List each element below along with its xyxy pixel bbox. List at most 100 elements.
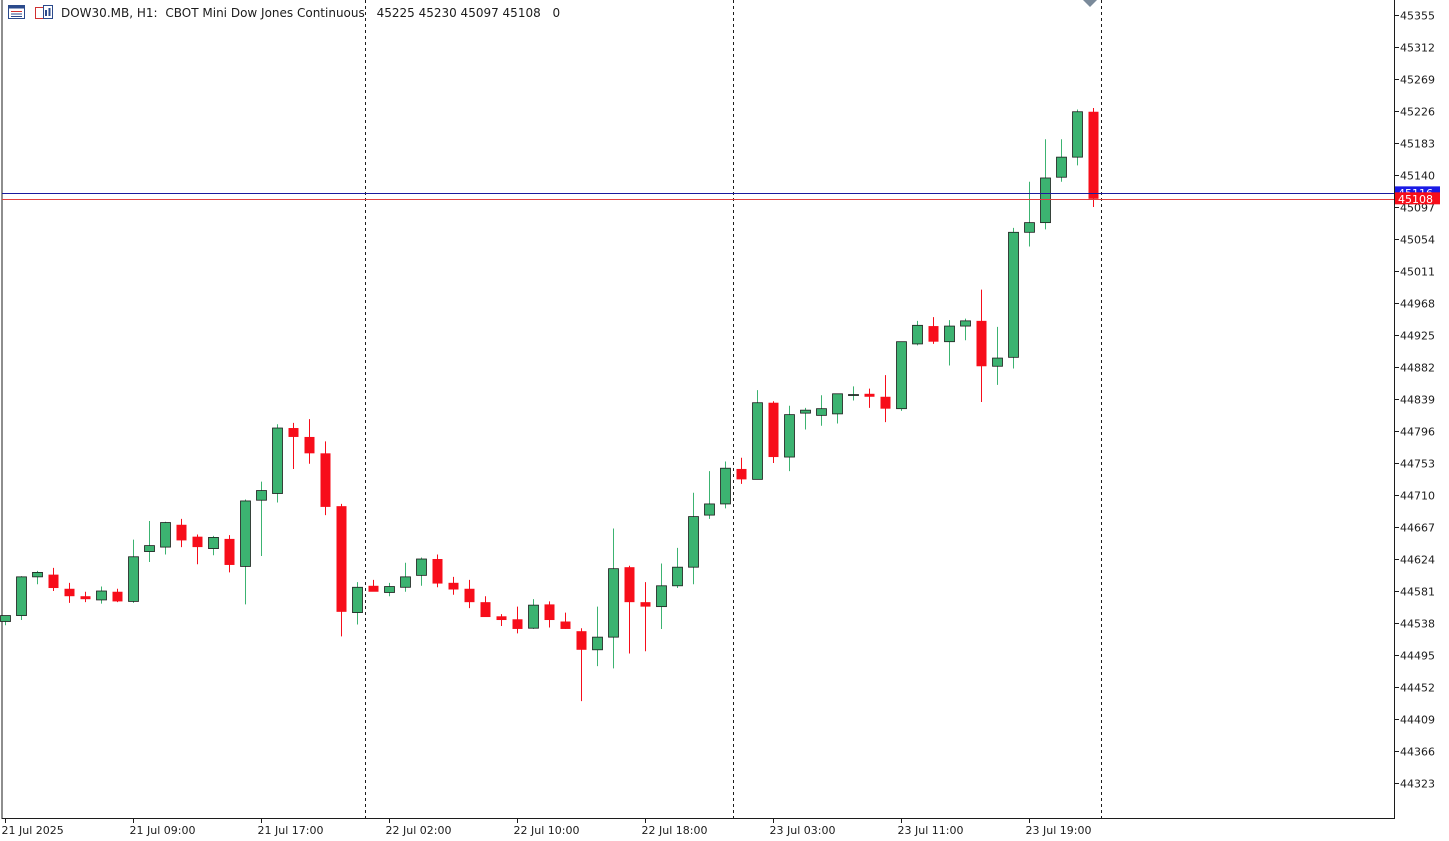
candle-body bbox=[656, 585, 667, 608]
candle-body bbox=[416, 558, 427, 576]
bear-candle bbox=[560, 612, 571, 629]
bear-candle bbox=[192, 534, 203, 565]
candle-body bbox=[544, 604, 555, 621]
candle-body bbox=[32, 571, 43, 578]
bull-candle bbox=[16, 576, 27, 621]
bull-candle bbox=[656, 563, 667, 629]
ohlc-values: 45225 45230 45097 45108 bbox=[377, 6, 541, 20]
price-tick-label: 45312 bbox=[1400, 42, 1435, 55]
bull-candle bbox=[1056, 139, 1067, 182]
bull-candle bbox=[400, 562, 411, 592]
candle-body bbox=[208, 537, 219, 549]
candle-body bbox=[384, 586, 395, 593]
candle-body bbox=[512, 619, 523, 629]
price-tick-label: 44667 bbox=[1400, 522, 1435, 535]
candle-body bbox=[320, 453, 331, 507]
candle-body bbox=[480, 602, 491, 618]
bull-candle bbox=[1040, 139, 1051, 230]
bull-candle bbox=[672, 547, 683, 589]
time-tick-label: 21 Jul 17:00 bbox=[258, 824, 324, 837]
bull-candle bbox=[1008, 227, 1019, 369]
candle-body bbox=[192, 536, 203, 548]
candle-body bbox=[1024, 222, 1035, 233]
bull-candle bbox=[608, 528, 619, 669]
bull-candle bbox=[784, 405, 795, 472]
candle-body bbox=[720, 467, 731, 505]
candle-body bbox=[752, 402, 763, 480]
price-tick-label: 45183 bbox=[1400, 138, 1435, 151]
candle-body bbox=[176, 524, 187, 541]
bear-candle bbox=[768, 401, 779, 463]
scroll-marker-icon[interactable] bbox=[1083, 0, 1097, 7]
price-tick-label: 44753 bbox=[1400, 458, 1435, 471]
bull-candle bbox=[912, 320, 923, 346]
bear-candle bbox=[304, 419, 315, 464]
bear-candle bbox=[224, 535, 235, 573]
candlestick-series bbox=[0, 108, 1099, 702]
plot-frame bbox=[1, 0, 1395, 819]
bear-candle bbox=[432, 554, 443, 588]
price-tick-label: 44925 bbox=[1400, 330, 1435, 343]
symbol-label: DOW30.MB, H1: bbox=[61, 6, 158, 20]
bull-candle bbox=[848, 386, 859, 401]
candle-body bbox=[880, 396, 891, 409]
bear-candle bbox=[640, 582, 651, 652]
bear-candle bbox=[624, 565, 635, 654]
candle-body bbox=[16, 576, 27, 616]
bear-candle bbox=[176, 518, 187, 548]
candle-body bbox=[496, 616, 507, 621]
bull-candle bbox=[528, 599, 539, 629]
candle-body bbox=[224, 538, 235, 565]
bull-candle bbox=[0, 615, 11, 626]
price-tick-label: 44624 bbox=[1400, 554, 1435, 567]
candle-body bbox=[864, 393, 875, 397]
candle-body bbox=[576, 631, 587, 650]
price-tick-label: 45355 bbox=[1400, 10, 1435, 23]
price-tick-label: 44452 bbox=[1400, 682, 1435, 695]
price-axis[interactable]: 45355 45312 45269 45226 45183 45140 45097 45054… bbox=[1394, 10, 1440, 791]
svg-text:DOW30.MB, H1: CBOT Mini: DOW30.MB, H1: CBOT Mini Dow Jones Contin… bbox=[61, 6, 560, 20]
candle-body bbox=[288, 428, 299, 437]
candle-body bbox=[848, 394, 859, 396]
candle-body bbox=[992, 357, 1003, 367]
symbol-description: CBOT Mini Dow Jones Continuous bbox=[165, 6, 364, 20]
price-tick-label: 45054 bbox=[1400, 234, 1435, 247]
price-tick-label: 44538 bbox=[1400, 618, 1435, 631]
candle-body bbox=[560, 621, 571, 629]
price-tick-label: 44366 bbox=[1400, 746, 1435, 759]
candle-body bbox=[832, 393, 843, 415]
candle-body bbox=[736, 468, 747, 480]
price-tick-label: 44710 bbox=[1400, 490, 1435, 503]
time-tick-label: 23 Jul 11:00 bbox=[898, 824, 964, 837]
candle-body bbox=[48, 574, 59, 589]
candle-body bbox=[304, 436, 315, 454]
price-tick-label: 45011 bbox=[1400, 266, 1435, 279]
candle-body bbox=[672, 566, 683, 587]
bear-candle bbox=[80, 591, 91, 603]
bear-candle bbox=[976, 289, 987, 402]
chart-list-icon[interactable] bbox=[8, 5, 25, 19]
time-tick-label: 23 Jul 19:00 bbox=[1026, 824, 1092, 837]
price-tick-label: 44323 bbox=[1400, 778, 1435, 791]
price-tick-label: 44796 bbox=[1400, 426, 1435, 439]
candle-body bbox=[608, 568, 619, 638]
candle-body bbox=[688, 516, 699, 568]
window-icon[interactable] bbox=[35, 5, 53, 19]
candle-body bbox=[448, 582, 459, 590]
candle-body bbox=[1008, 231, 1019, 358]
candle-body bbox=[112, 591, 123, 602]
bear-candle bbox=[880, 375, 891, 423]
candle-body bbox=[0, 615, 11, 622]
candle-body bbox=[256, 490, 267, 501]
price-lines bbox=[2, 193, 1394, 200]
candle-body bbox=[80, 596, 91, 600]
candle-body bbox=[432, 559, 443, 584]
candle-body bbox=[160, 522, 171, 548]
bull-candle bbox=[256, 481, 267, 557]
header-extra-value: 0 bbox=[553, 6, 561, 20]
time-axis[interactable]: 21 Jul 2025 21 Jul 09:00 21 Jul 17:00 22 Ju… bbox=[2, 818, 1092, 837]
candle-body bbox=[352, 586, 363, 613]
candle-body bbox=[528, 604, 539, 629]
bull-candle bbox=[960, 318, 971, 341]
